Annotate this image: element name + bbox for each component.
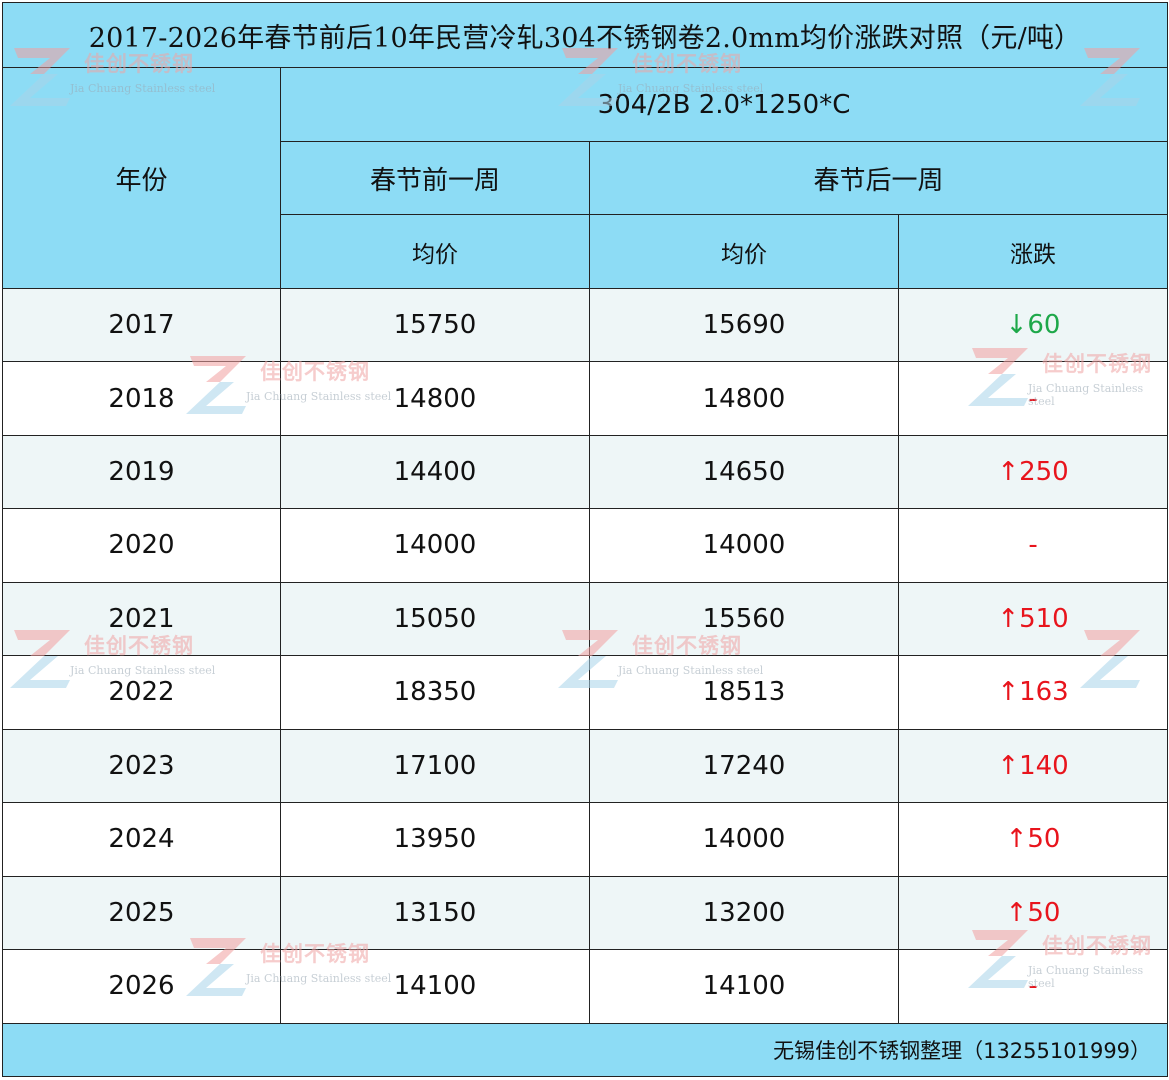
before-price-cell: 14100: [280, 949, 590, 1024]
header-before-week: 春节前一周: [280, 140, 590, 216]
table-row: 2024 13950 14000 ↑50: [2, 802, 1169, 877]
table-row: 2018 14800 14800 -: [2, 361, 1169, 436]
change-cell: ↑250: [897, 434, 1169, 510]
year-cell: 2025: [2, 875, 281, 951]
after-price-cell: 17240: [589, 728, 899, 804]
year-cell: 2017: [2, 287, 281, 363]
change-cell: ↑140: [897, 728, 1169, 804]
after-price-cell: 15560: [589, 581, 899, 657]
header-change: 涨跌: [897, 214, 1169, 289]
before-price-cell: 14800: [280, 361, 590, 436]
change-cell: ↑163: [897, 655, 1169, 730]
header-spec: 304/2B 2.0*1250*C: [279, 67, 1169, 142]
after-price-cell: 15690: [589, 287, 899, 363]
change-cell: ↑510: [897, 581, 1169, 657]
header-year: 年份: [2, 67, 281, 289]
after-price-cell: 14650: [589, 434, 899, 510]
table-row: 2020 14000 14000 -: [2, 508, 1169, 583]
table-row: 2026 14100 14100 -: [2, 949, 1169, 1024]
year-cell: 2026: [2, 949, 281, 1024]
change-cell: ↑50: [897, 875, 1169, 951]
before-price-cell: 17100: [280, 728, 590, 804]
change-cell: -: [897, 508, 1169, 583]
table-row: 2022 18350 18513 ↑163: [2, 655, 1169, 730]
table-row: 2023 17100 17240 ↑140: [2, 728, 1169, 804]
change-cell: ↑50: [897, 802, 1169, 877]
before-price-cell: 14000: [280, 508, 590, 583]
after-price-cell: 14000: [589, 802, 899, 877]
year-cell: 2020: [2, 508, 281, 583]
header-before-avg: 均价: [280, 214, 590, 289]
after-price-cell: 14100: [589, 949, 899, 1024]
after-price-cell: 14000: [589, 508, 899, 583]
year-cell: 2022: [2, 655, 281, 730]
table-row: 2017 15750 15690 ↓60: [2, 287, 1169, 363]
after-price-cell: 14800: [589, 361, 899, 436]
year-cell: 2019: [2, 434, 281, 510]
before-price-cell: 15750: [280, 287, 590, 363]
before-price-cell: 13950: [280, 802, 590, 877]
before-price-cell: 18350: [280, 655, 590, 730]
before-price-cell: 13150: [280, 875, 590, 951]
after-price-cell: 13200: [589, 875, 899, 951]
change-cell: ↓60: [897, 287, 1169, 363]
before-price-cell: 14400: [280, 434, 590, 510]
year-cell: 2023: [2, 728, 281, 804]
footer-credit: 无锡佳创不锈钢整理（13255101999）: [1, 1022, 1169, 1078]
header-after-avg: 均价: [589, 214, 899, 289]
table-title: 2017-2026年春节前后10年民营冷轧304不锈钢卷2.0mm均价涨跌对照（…: [1, 1, 1169, 69]
after-price-cell: 18513: [589, 655, 899, 730]
change-cell: -: [897, 949, 1169, 1024]
change-cell: -: [897, 361, 1169, 436]
table-row: 2025 13150 13200 ↑50: [2, 875, 1169, 951]
before-price-cell: 15050: [280, 581, 590, 657]
table-row: 2021 15050 15560 ↑510: [2, 581, 1169, 657]
year-cell: 2021: [2, 581, 281, 657]
header-after-week: 春节后一周: [588, 140, 1169, 216]
table-row: 2019 14400 14650 ↑250: [2, 434, 1169, 510]
year-cell: 2024: [2, 802, 281, 877]
year-cell: 2018: [2, 361, 281, 436]
